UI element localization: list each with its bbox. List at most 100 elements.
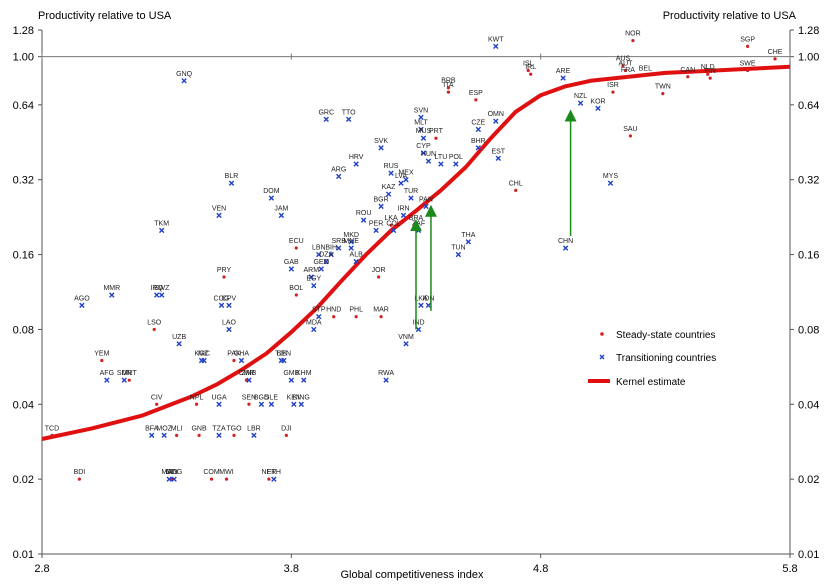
transitioning-point	[373, 227, 379, 234]
steady-point-label: TWN	[655, 84, 671, 91]
transitioning-point-label: SVK	[374, 138, 388, 145]
transitioning-point	[360, 217, 367, 223]
transitioning-point	[353, 258, 359, 265]
transitioning-point-label: JAM	[274, 205, 288, 212]
transitioning-point-label: MAD	[161, 469, 177, 476]
transitioning-point-label: KWT	[488, 36, 504, 43]
legend-entry: Transitioning countries	[616, 353, 716, 364]
steady-point	[155, 402, 159, 406]
steady-point-label: TCD	[45, 425, 59, 432]
transitioning-point	[493, 118, 499, 124]
y-tick-label-right: 0.16	[798, 250, 819, 262]
transitioning-point-label: KOR	[590, 98, 605, 105]
transitioning-point	[323, 116, 329, 122]
transitioning-point-label: LBN	[312, 245, 326, 252]
transitioning-point	[495, 155, 501, 162]
transitioning-point	[218, 302, 225, 309]
steady-point	[197, 433, 201, 437]
steady-point-label: CIV	[151, 394, 163, 401]
transitioning-point	[271, 476, 277, 482]
transitioning-point-label: MNE	[343, 238, 359, 245]
transitioning-point	[149, 432, 155, 439]
transitioning-point	[328, 251, 334, 258]
steady-point-label: NPL	[190, 394, 204, 401]
kernel-estimate-line	[41, 64, 791, 441]
y-tick-label-left: 1.00	[13, 52, 34, 64]
transitioning-point	[418, 302, 424, 309]
steady-point-label: MAR	[373, 307, 389, 314]
transitioning-point	[311, 282, 317, 289]
y-tick-label-left: 0.16	[13, 250, 34, 262]
plot-frame	[41, 30, 791, 555]
transitioning-point-label: UZB	[172, 334, 186, 341]
transitioning-point	[281, 357, 287, 364]
transitioning-point	[79, 302, 85, 309]
transitioning-point	[577, 100, 584, 106]
left-axis-title: Productivity relative to USA	[38, 10, 172, 22]
transitioning-point-label: IRN	[398, 205, 410, 212]
steady-point	[100, 358, 104, 363]
transitioning-point	[403, 177, 409, 183]
steady-point-label: AUT	[618, 60, 633, 67]
transitioning-point	[385, 191, 392, 197]
steady-point-label: BEL	[639, 65, 652, 72]
transitioning-point-label: RUS	[384, 163, 399, 170]
transitioning-point	[336, 173, 342, 180]
transitioning-point	[425, 302, 432, 309]
transitioning-point-label: OMN	[488, 111, 504, 118]
steady-point	[194, 402, 199, 406]
steady-point	[611, 90, 615, 94]
steady-point	[526, 68, 530, 73]
y-tick-label-left: 1.28	[13, 25, 34, 37]
transitioning-point	[228, 180, 235, 186]
steady-point-label: DJI	[281, 425, 292, 432]
transitioning-point-label: MDA	[306, 319, 322, 326]
transitioning-point-label: KAZ	[382, 184, 396, 191]
transitioning-point	[238, 357, 245, 364]
transitioning-point-label: BEN	[277, 350, 291, 357]
transitioning-point	[251, 432, 257, 439]
transitioning-point	[246, 377, 252, 383]
transitioning-point-label: GRC	[318, 109, 334, 116]
transitioning-point	[311, 326, 317, 333]
transitioning-point	[398, 180, 404, 186]
transitioning-point-label: TJK	[275, 350, 288, 357]
transitioning-point	[216, 401, 222, 407]
transitioning-point	[607, 180, 614, 186]
transitioning-point	[425, 158, 432, 164]
steady-point-label: ECU	[289, 238, 304, 245]
steady-point-label: CHE	[768, 49, 783, 56]
transitioning-point	[316, 251, 322, 258]
transitioning-point-label: NIC	[198, 350, 210, 357]
steady-point-label: FRA	[621, 67, 635, 74]
transitioning-point	[415, 227, 422, 234]
transitioning-point	[420, 150, 427, 156]
y-tick-label-right: 0.04	[798, 399, 819, 411]
steady-point-label: COM	[203, 469, 220, 476]
legend-transitioning-marker	[599, 354, 605, 360]
transitioning-point	[171, 476, 177, 482]
transitioning-point-label: IRQ	[150, 285, 163, 292]
transitioning-point-label: MOZ	[156, 425, 172, 432]
transitioning-point-label: BHR	[471, 138, 486, 145]
transitioning-point-label: GMB	[283, 370, 299, 377]
steady-point-label: MLI	[171, 425, 183, 432]
transitioning-point-label: VEN	[212, 205, 226, 212]
transitioning-point	[562, 245, 569, 251]
x-axis: 2.8 3.8 4.8 5.8	[34, 53, 798, 575]
transitioning-point-label: ARE	[556, 68, 571, 75]
transitioning-point	[291, 401, 297, 407]
transitioning-point-label: MEX	[398, 170, 414, 177]
transitioning-point	[109, 292, 115, 298]
transitioning-point-label: MYS	[603, 173, 619, 180]
steady-point	[706, 72, 710, 76]
steady-point	[224, 477, 229, 481]
steady-point-label: GNB	[191, 425, 207, 432]
transition-arrows	[410, 109, 577, 330]
transitioning-point-label: GNQ	[176, 71, 193, 78]
steady-point-label: YEM	[94, 350, 109, 357]
transitioning-point	[258, 401, 265, 407]
steady-point-label: MWI	[219, 469, 233, 476]
